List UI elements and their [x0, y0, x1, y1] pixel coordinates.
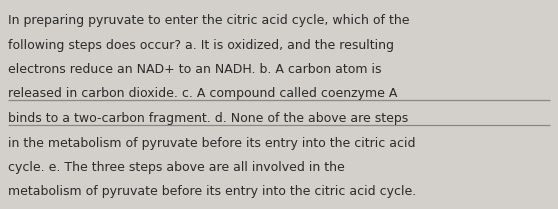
- Text: following steps does occur? a. It is oxidized, and the resulting: following steps does occur? a. It is oxi…: [8, 38, 395, 51]
- Text: cycle. e. The three steps above are all involved in the: cycle. e. The three steps above are all …: [8, 161, 345, 174]
- Text: In preparing pyruvate to enter the citric acid cycle, which of the: In preparing pyruvate to enter the citri…: [8, 14, 410, 27]
- Text: released in carbon dioxide. c. A compound called coenzyme A: released in carbon dioxide. c. A compoun…: [8, 88, 398, 101]
- Text: metabolism of pyruvate before its entry into the citric acid cycle.: metabolism of pyruvate before its entry …: [8, 186, 417, 199]
- Text: binds to a two-carbon fragment. d. None of the above are steps: binds to a two-carbon fragment. d. None …: [8, 112, 408, 125]
- Text: in the metabolism of pyruvate before its entry into the citric acid: in the metabolism of pyruvate before its…: [8, 136, 416, 149]
- Text: electrons reduce an NAD+ to an NADH. b. A carbon atom is: electrons reduce an NAD+ to an NADH. b. …: [8, 63, 382, 76]
